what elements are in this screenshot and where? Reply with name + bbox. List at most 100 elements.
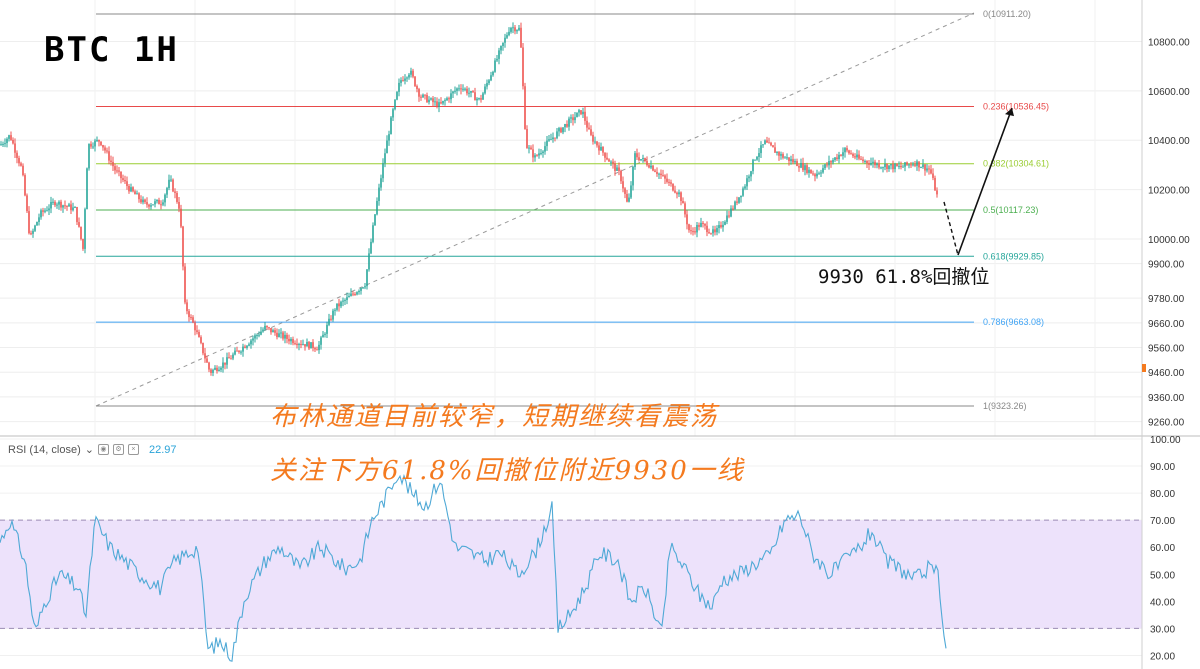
candle-body <box>892 164 894 170</box>
price-tick-label: 9900.00 <box>1148 260 1185 271</box>
candle-body <box>52 201 54 203</box>
candle-body <box>94 140 96 147</box>
candle-body <box>102 145 104 148</box>
candle-body <box>808 169 810 173</box>
close-icon[interactable]: × <box>127 444 139 455</box>
candle-body <box>486 83 488 87</box>
candle-body <box>198 331 200 338</box>
fib-level-label: 0.5(10117.23) <box>983 205 1038 215</box>
candle-body <box>374 214 376 226</box>
candle-body <box>620 170 622 182</box>
candle-body <box>480 98 482 100</box>
candle-body <box>64 205 66 207</box>
candle-body <box>874 161 876 166</box>
candle-body <box>270 328 272 333</box>
candle-body <box>6 138 8 144</box>
candle-body <box>606 157 608 160</box>
candle-body <box>882 167 884 169</box>
rsi-tick-label: 40.00 <box>1150 597 1175 608</box>
rsi-tick-label: 30.00 <box>1150 624 1175 635</box>
candle-body <box>192 317 194 323</box>
candle-body <box>900 165 902 168</box>
candle-body <box>488 80 490 84</box>
rsi-tick-label: 70.00 <box>1150 516 1175 527</box>
candle-body <box>508 31 510 36</box>
price-axis[interactable]: 10800.00 10600.00 10400.00 10200.00 10000.00… <box>1148 37 1190 428</box>
candle-body <box>710 233 712 235</box>
price-tick-label: 9560.00 <box>1148 344 1185 355</box>
candle-body <box>596 141 598 146</box>
candle-body <box>450 93 452 100</box>
candle-body <box>608 159 610 162</box>
candle-body <box>320 337 322 345</box>
rsi-axis[interactable]: 100.00 90.00 80.00 70.00 60.00 50.00 40.00 30.0… <box>1150 435 1181 662</box>
candle-body <box>280 332 282 334</box>
candle-body <box>910 164 912 166</box>
projection-dip <box>943 201 959 256</box>
candle-body <box>254 335 256 339</box>
candle-body <box>812 173 814 175</box>
candle-body <box>56 204 58 206</box>
candle-body <box>930 169 932 174</box>
candle-body <box>642 158 644 160</box>
candle-body <box>186 302 188 312</box>
fib-level-label: 0(10911.20) <box>983 9 1031 19</box>
candle-body <box>680 192 682 201</box>
candle-body <box>598 145 600 151</box>
candle-body <box>760 145 762 154</box>
candle-body <box>628 197 630 202</box>
price-tick-label: 9260.00 <box>1148 418 1185 429</box>
candle-body <box>432 98 434 103</box>
candle-body <box>796 161 798 167</box>
candle-body <box>96 139 98 141</box>
candle-body <box>848 150 850 154</box>
candle-body <box>196 330 198 332</box>
candle-body <box>312 342 314 349</box>
candle-body <box>136 193 138 195</box>
candle-body <box>138 193 140 200</box>
candle-body <box>662 175 664 177</box>
candle-body <box>772 145 774 148</box>
settings-icon[interactable]: ⚙ <box>112 444 124 455</box>
candle-body <box>36 222 38 226</box>
candle-body <box>936 190 938 195</box>
candle-body <box>390 117 392 135</box>
candle-body <box>216 367 218 372</box>
candle-body <box>120 171 122 179</box>
candle-body <box>524 86 526 130</box>
candle-body <box>408 74 410 78</box>
price-tick-label: 9360.00 <box>1148 393 1185 404</box>
candle-body <box>142 199 144 203</box>
candle-body <box>588 127 590 130</box>
candle-body <box>818 173 820 175</box>
candle-body <box>4 143 6 145</box>
candle-body <box>724 221 726 225</box>
candle-body <box>866 160 868 164</box>
candle-body <box>764 140 766 145</box>
candle-body <box>926 168 928 171</box>
candle-body <box>162 202 164 205</box>
candle-body <box>568 118 570 127</box>
candle-body <box>498 50 500 59</box>
rsi-band-lines <box>0 519 1142 629</box>
candle-body <box>308 341 310 349</box>
candle-body <box>582 111 584 115</box>
candle-body <box>622 181 624 189</box>
candle-body <box>360 287 362 291</box>
candle-body <box>850 153 852 155</box>
candle-body <box>824 164 826 169</box>
candle-body <box>242 346 244 352</box>
candle-body <box>574 117 576 121</box>
candle-body <box>634 153 636 168</box>
eye-icon[interactable]: ◉ <box>97 444 109 455</box>
candle-body <box>538 153 540 156</box>
candle-body <box>530 147 532 150</box>
chevron-down-icon[interactable]: ⌄ <box>84 444 94 456</box>
candle-body <box>482 93 484 100</box>
candle-body <box>626 193 628 202</box>
candle-body <box>802 163 804 171</box>
rsi-legend[interactable]: RSI (14, close) ⌄ ◉ ⚙ × 22.97 <box>8 443 177 457</box>
candle-body <box>830 161 832 163</box>
candle-body <box>262 329 264 332</box>
